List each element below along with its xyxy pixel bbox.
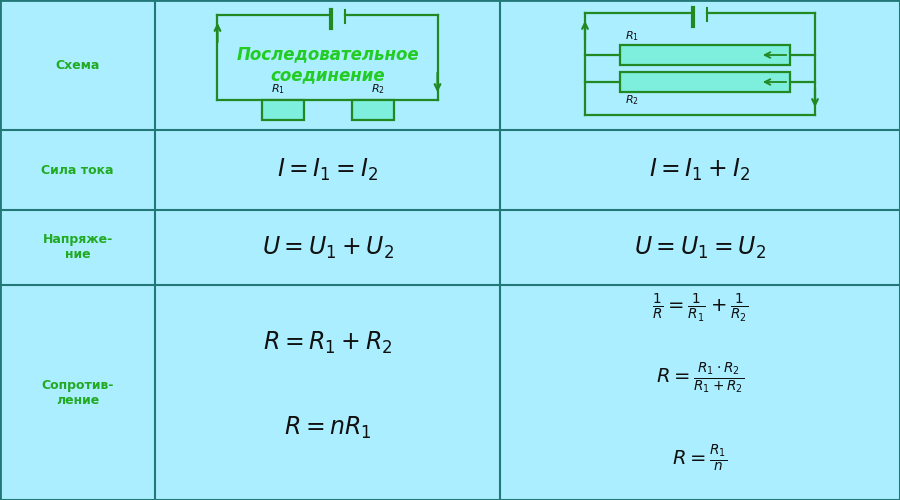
Bar bbox=[262, 100, 303, 120]
Bar bbox=[0, 285, 155, 500]
Text: $I = I_1 + I_2$: $I = I_1 + I_2$ bbox=[650, 157, 751, 183]
Text: $I = I_1 = I_2$: $I = I_1 = I_2$ bbox=[277, 157, 378, 183]
Bar bbox=[352, 100, 393, 120]
Bar bbox=[0, 210, 155, 285]
Text: $R_1$: $R_1$ bbox=[271, 82, 284, 96]
Bar bbox=[500, 130, 900, 210]
Text: Сопротив-
ление: Сопротив- ление bbox=[41, 378, 113, 406]
Bar bbox=[155, 210, 500, 285]
Text: $U = U_1 = U_2$: $U = U_1 = U_2$ bbox=[634, 234, 766, 260]
Text: $R_2$: $R_2$ bbox=[625, 93, 639, 107]
Bar bbox=[500, 0, 900, 130]
Text: $\frac{1}{R} = \frac{1}{R_1} + \frac{1}{R_2}$: $\frac{1}{R} = \frac{1}{R_1} + \frac{1}{… bbox=[652, 292, 748, 324]
Bar bbox=[0, 130, 155, 210]
Text: Напряже-
ние: Напряже- ние bbox=[42, 234, 112, 262]
Text: $R = \frac{R_1}{n}$: $R = \frac{R_1}{n}$ bbox=[672, 442, 728, 472]
Bar bbox=[620, 45, 790, 65]
Bar bbox=[620, 72, 790, 92]
Text: $R_1$: $R_1$ bbox=[625, 29, 639, 43]
Text: $R_2$: $R_2$ bbox=[371, 82, 384, 96]
Text: Схема: Схема bbox=[55, 58, 100, 71]
Bar bbox=[500, 285, 900, 500]
Text: $R = nR_1$: $R = nR_1$ bbox=[284, 414, 372, 440]
Text: $R = R_1 + R_2$: $R = R_1 + R_2$ bbox=[263, 330, 392, 355]
Text: Сила тока: Сила тока bbox=[41, 164, 113, 176]
Bar bbox=[155, 130, 500, 210]
Bar bbox=[500, 210, 900, 285]
Text: $U = U_1 + U_2$: $U = U_1 + U_2$ bbox=[262, 234, 393, 260]
Text: $R = \frac{R_1 \cdot R_2}{R_1 + R_2}$: $R = \frac{R_1 \cdot R_2}{R_1 + R_2}$ bbox=[656, 360, 744, 395]
Text: Параллельное
соединение: Параллельное соединение bbox=[630, 46, 770, 84]
Bar bbox=[155, 285, 500, 500]
Bar bbox=[0, 0, 155, 130]
Bar bbox=[155, 0, 500, 130]
Text: Последовательное
соединение: Последовательное соединение bbox=[236, 46, 418, 84]
